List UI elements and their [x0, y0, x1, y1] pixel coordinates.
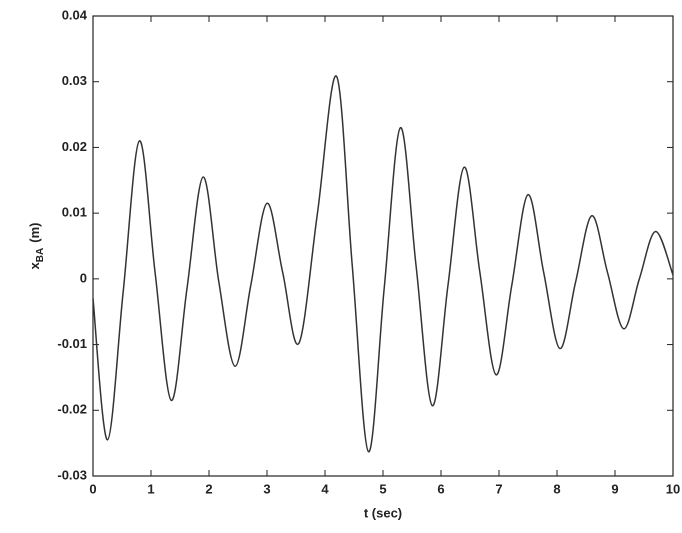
- x-tick-label: 2: [205, 481, 212, 496]
- y-tick-label: 0.03: [62, 73, 87, 88]
- plot-frame: [92, 15, 674, 477]
- y-tick-label: 0: [80, 270, 87, 285]
- x-tick-label: 1: [147, 481, 154, 496]
- y-label-sub: BA: [35, 248, 46, 262]
- x-tick-label: 7: [495, 481, 502, 496]
- x-tick-label: 8: [553, 481, 560, 496]
- x-tick-label: 5: [379, 481, 386, 496]
- y-tick-label: 0.02: [62, 139, 87, 154]
- x-tick-label: 6: [437, 481, 444, 496]
- y-tick-label: 0.01: [62, 205, 87, 220]
- x-axis-label: t (sec): [364, 505, 402, 520]
- x-tick-label: 3: [263, 481, 270, 496]
- x-tick-label: 10: [666, 481, 680, 496]
- y-tick-label: -0.01: [57, 336, 87, 351]
- y-tick-label: 0.04: [62, 7, 88, 22]
- x-tick-label: 9: [611, 481, 618, 496]
- series-line: [92, 75, 674, 453]
- x-tick-label: 4: [321, 481, 329, 496]
- y-label-unit: (m): [27, 223, 42, 243]
- y-axis-label: xBA (m): [27, 223, 45, 270]
- y-tick-label: -0.03: [57, 467, 87, 482]
- x-tick-label: 0: [89, 481, 96, 496]
- y-label-base: x: [27, 261, 42, 269]
- y-tick-label: -0.02: [57, 402, 87, 417]
